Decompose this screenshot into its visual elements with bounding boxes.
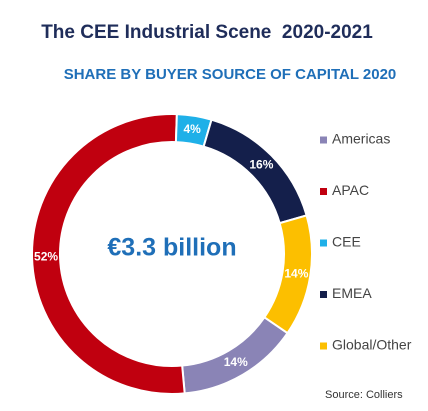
data-label: 52% [34,250,58,264]
legend-marker [320,136,327,144]
legend-label: EMEA [332,285,372,301]
donut-segment [202,118,308,225]
data-label: 16% [249,157,273,171]
chart-title: The CEE Industrial Scene 2020-2021 [41,22,373,43]
legend-label: CEE [332,234,361,250]
legend-marker [320,188,327,195]
legend-label: APAC [332,182,369,198]
legend-marker [320,342,327,350]
center-text: €3.3 billion [107,234,236,262]
data-label: 14% [224,355,248,369]
legend-label: Americas [332,131,390,147]
donut-segment [31,113,186,395]
legend-marker [320,239,327,247]
legend-marker [320,291,327,298]
data-label: 14% [284,266,308,280]
data-label: 4% [183,122,201,136]
donut-segment [263,214,313,335]
legend-label: Global/Other [332,337,412,353]
source-note: Source: Colliers [325,389,403,401]
chart-subtitle: SHARE BY BUYER SOURCE OF CAPITAL 2020 [64,66,397,83]
